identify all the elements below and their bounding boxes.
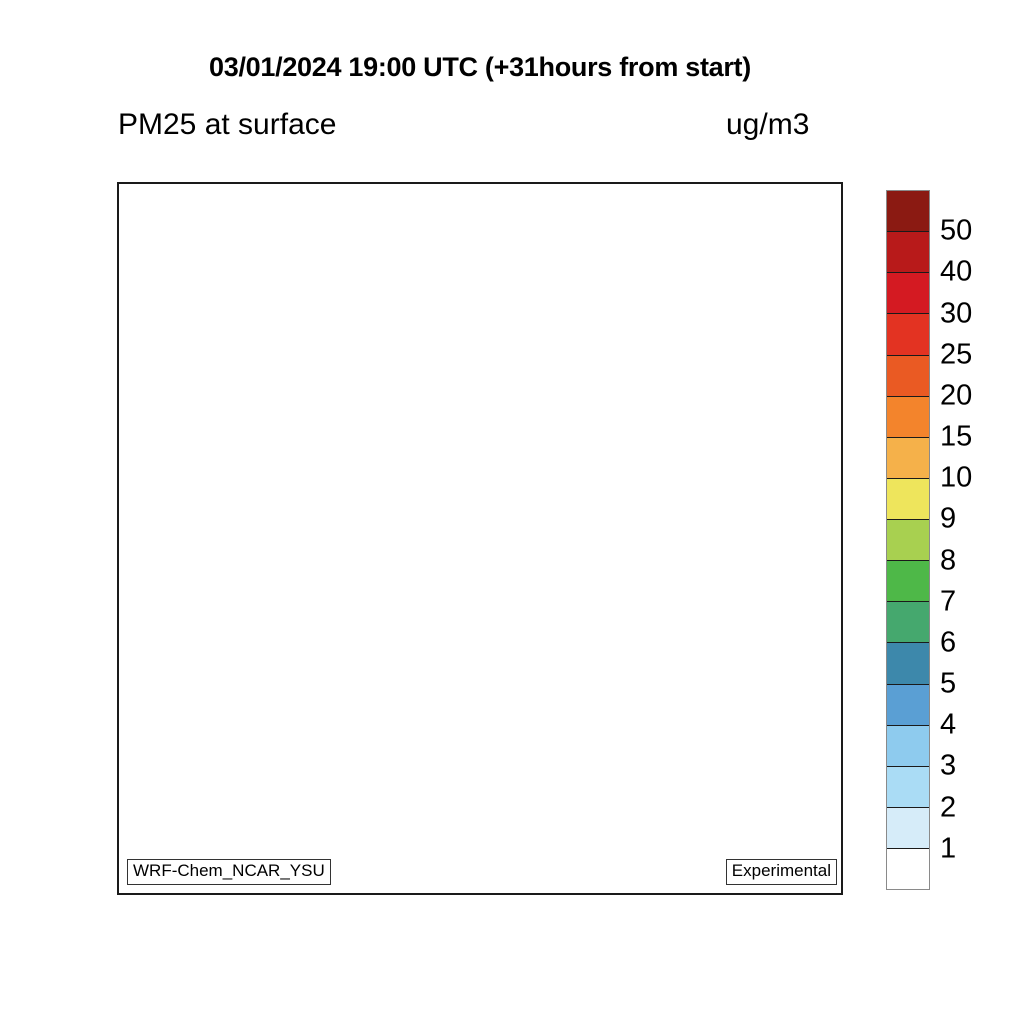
colorbar-band-15: [887, 807, 929, 849]
map-plot-area[interactable]: WRF-Chem_NCAR_YSU Experimental: [117, 182, 843, 895]
field-subtitle: PM25 at surface: [118, 108, 337, 141]
colorbar-band-2: [887, 273, 929, 315]
colorbar-band-6: [887, 437, 929, 479]
colorbar-label-1: 1: [940, 832, 957, 865]
units-label: ug/m3: [726, 108, 810, 141]
colorbar-label-5: 5: [940, 667, 957, 700]
colorbar-label-4: 4: [940, 708, 957, 741]
colorbar-label-40: 40: [940, 255, 973, 288]
status-annotation: Experimental: [725, 859, 837, 885]
colorbar-label-7: 7: [940, 585, 957, 618]
colorbar-label-30: 30: [940, 297, 973, 330]
colorbar-band-7: [887, 478, 929, 520]
colorbar-band-4: [887, 355, 929, 397]
coastline-overlay: [119, 184, 841, 893]
page-title: 03/01/2024 19:00 UTC (+31hours from star…: [209, 52, 751, 82]
colorbar-band-11: [887, 643, 929, 685]
colorbar-label-20: 20: [940, 379, 973, 412]
colorbar-band-1: [887, 232, 929, 274]
colorbar-label-15: 15: [940, 420, 973, 453]
colorbar-label-25: 25: [940, 338, 973, 371]
colorbar-band-14: [887, 766, 929, 808]
colorbar-band-10: [887, 602, 929, 644]
colorbar-band-8: [887, 520, 929, 562]
colorbar-label-50: 50: [940, 214, 973, 247]
colorbar-band-3: [887, 314, 929, 356]
colorbar-band-9: [887, 561, 929, 603]
colorbar-band-0: [887, 191, 929, 233]
colorbar-label-6: 6: [940, 626, 957, 659]
colorbar-band-16: [887, 849, 929, 890]
colorbar-band-12: [887, 684, 929, 726]
model-annotation: WRF-Chem_NCAR_YSU: [127, 859, 331, 885]
colorbar-label-2: 2: [940, 791, 957, 824]
colorbar-band-13: [887, 725, 929, 767]
colorbar-labels: 50 40 30 25 20 15 10 9 8 7 6 5 4 3 2 1: [936, 190, 1016, 890]
colorbar-label-10: 10: [940, 461, 973, 494]
colorbar-label-8: 8: [940, 544, 957, 577]
colorbar[interactable]: [886, 190, 930, 890]
colorbar-label-3: 3: [940, 749, 957, 782]
colorbar-label-9: 9: [940, 502, 957, 535]
colorbar-band-5: [887, 396, 929, 438]
